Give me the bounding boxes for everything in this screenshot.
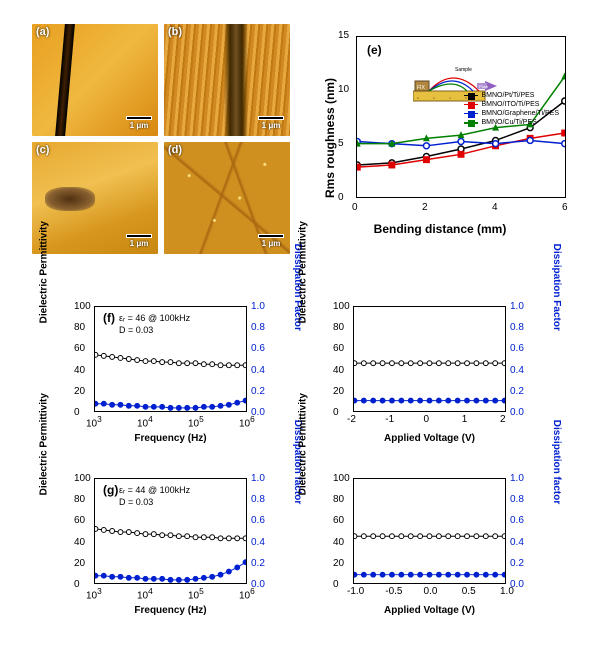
panel-label-a: (a) [36,26,49,38]
chart-g-freq-yl: Dielectric Permittivity [39,393,50,495]
svg-text:Push: Push [479,84,488,89]
chart-e-ylabel: Rms roughness (nm) [323,78,337,198]
chart-f-volt-xl: Applied Voltage (V) [384,433,475,444]
svg-text:Sample: Sample [455,67,472,73]
scalebar-d: 1 μm [258,234,284,248]
chart-e-legend: BMNO/Pt/Ti/PESBMNO/ITO/Ti/PESBMNO/Graphe… [464,91,559,127]
chart-g-freq-xl: Frequency (Hz) [134,605,206,616]
chart-pair-g: (g) εᵣ = 44 @ 100kHz D = 0.03 Dielectric… [50,466,550,616]
chart-g-volt-plot [353,478,506,584]
chart-g-volt-xl: Applied Voltage (V) [384,605,475,616]
afm-panel-b: (b) 1 μm [164,24,290,136]
chart-g-freq: (g) εᵣ = 44 @ 100kHz D = 0.03 Dielectric… [50,466,291,616]
panel-label-d: (d) [168,144,182,156]
chart-g-volt: Dielectric Permittivity Dissipation fact… [309,466,550,616]
chart-g-volt-yr: Dissipation factor [551,420,562,504]
chart-f-freq-lines [95,307,246,411]
chart-f-freq-plot: (f) εᵣ = 46 @ 100kHz D = 0.03 [94,306,247,412]
chart-g-volt-yl: Dielectric Permittivity [298,393,309,495]
chart-e: (e) FIX Sample Push 0246 BMNO/Pt/Ti/PE [310,24,570,238]
chart-f-volt-plot [353,306,506,412]
chart-e-xlabel: Bending distance (mm) [374,222,507,236]
scalebar-c: 1 μm [126,234,152,248]
figure-root: (a) 1 μm (b) 1 μm (c) 1 μm (d) 1 μm (e) [0,0,596,672]
afm-panel-c: (c) 1 μm [32,142,158,254]
chart-g-freq-plot: (g) εᵣ = 44 @ 100kHz D = 0.03 [94,478,247,584]
chart-f-volt: Dielectric Permittivity Dissipation Fact… [309,294,550,444]
chart-e-plot: (e) FIX Sample Push 0246 BMNO/Pt/Ti/PE [356,36,566,198]
chart-f-volt-lines [354,307,505,411]
chart-f-volt-yl: Dielectric Permittivity [298,221,309,323]
svg-text:FIX: FIX [417,85,425,91]
chart-f-freq: (f) εᵣ = 46 @ 100kHz D = 0.03 Dielectric… [50,294,291,444]
panel-label-c: (c) [36,144,49,156]
afm-panel-d: (d) 1 μm [164,142,290,254]
afm-grid: (a) 1 μm (b) 1 μm (c) 1 μm (d) 1 μm [32,24,290,254]
chart-f-freq-xl: Frequency (Hz) [134,433,206,444]
scalebar-a: 1 μm [126,116,152,130]
scalebar-b: 1 μm [258,116,284,130]
chart-f-volt-yr: Dissipation Factor [551,244,562,331]
chart-g-freq-lines [95,479,246,583]
panel-label-b: (b) [168,26,182,38]
chart-g-volt-lines [354,479,505,583]
chart-f-freq-yl: Dielectric Permittivity [39,221,50,323]
afm-panel-a: (a) 1 μm [32,24,158,136]
